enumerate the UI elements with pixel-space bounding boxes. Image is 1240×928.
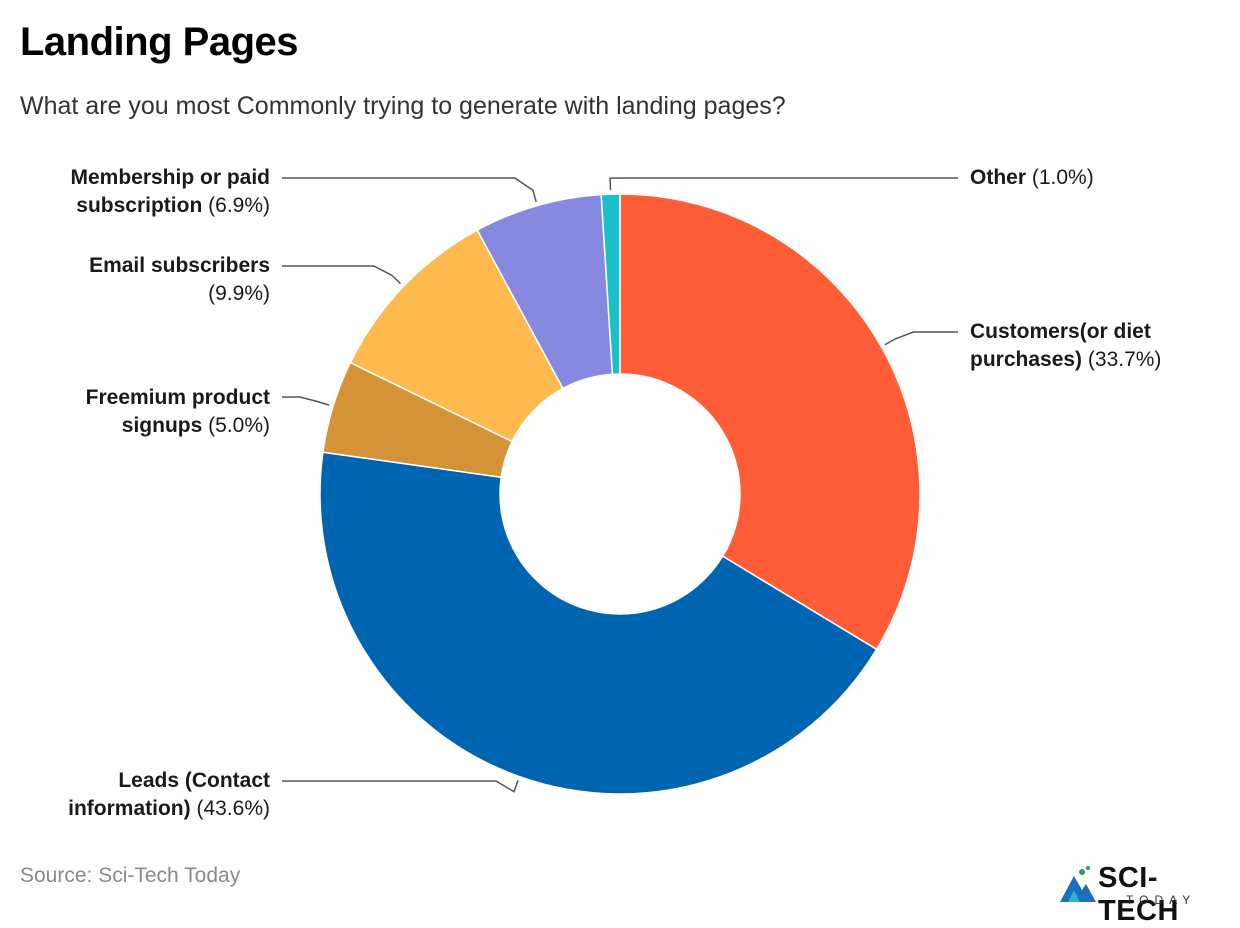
label-membership: Membership or paid subscription (6.9%) <box>70 164 270 220</box>
label-email-value: (9.9%) <box>208 282 270 305</box>
label-other: Other (1.0%) <box>970 164 1094 192</box>
leader-line-1 <box>282 780 519 793</box>
label-membership-name1: Membership or paid <box>70 166 270 189</box>
leader-line-2 <box>282 396 330 406</box>
label-membership-value: (6.9%) <box>208 194 270 217</box>
label-freemium-value: (5.0%) <box>208 414 270 437</box>
label-customers-value: (33.7%) <box>1087 348 1162 371</box>
leader-lines-group <box>282 177 958 793</box>
label-other-name1: Other <box>970 166 1027 189</box>
label-leads-name1: Leads (Contact <box>118 769 270 792</box>
label-email-name1: Email subscribers <box>89 254 270 277</box>
slice-5 <box>600 193 621 376</box>
label-other-value: (1.0%) <box>1031 166 1094 189</box>
label-membership-name2: subscription <box>76 194 203 217</box>
slices-group <box>319 193 921 795</box>
chart-title: Landing Pages <box>20 20 299 64</box>
label-freemium-name2: signups <box>121 414 203 437</box>
label-leads-value: (43.6%) <box>196 797 270 820</box>
label-customers-name2: purchases) <box>970 348 1083 371</box>
source-note: Source: Sci-Tech Today <box>20 864 241 887</box>
logo-mountain-icon <box>1060 866 1096 902</box>
donut-chart <box>282 177 958 795</box>
brand-logo: SCI-TECH TODAY <box>1058 862 1236 927</box>
leader-line-3 <box>282 265 402 285</box>
slice-0 <box>619 193 921 651</box>
label-freemium: Freemium product signups (5.0%) <box>86 384 270 440</box>
label-freemium-name1: Freemium product <box>85 386 270 409</box>
chart-subtitle: What are you most Commonly trying to gen… <box>20 92 786 120</box>
logo-sub-text: TODAY <box>1126 893 1197 907</box>
label-leads-name2: information) <box>68 797 191 820</box>
label-leads: Leads (Contact information) (43.6%) <box>68 767 270 823</box>
leader-line-4 <box>282 177 537 202</box>
label-email: Email subscribers (9.9%) <box>89 252 270 308</box>
leader-line-5 <box>609 177 958 191</box>
label-customers: Customers(or diet purchases) (33.7%) <box>970 318 1161 374</box>
leader-line-0 <box>884 331 958 346</box>
label-customers-name1: Customers(or diet <box>970 320 1151 343</box>
slice-1 <box>319 451 878 795</box>
